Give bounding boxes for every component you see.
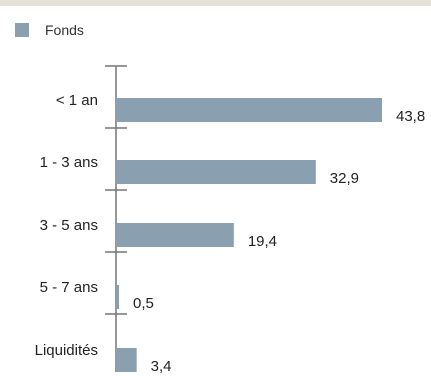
value-label: 43,8 (396, 108, 425, 125)
bar (116, 98, 382, 122)
category-label: 1 - 3 ans (40, 154, 98, 171)
bar (116, 223, 234, 247)
bar (116, 160, 316, 184)
header-strip (0, 0, 431, 6)
legend-swatch (15, 23, 29, 37)
category-label: < 1 an (56, 92, 98, 109)
bar (116, 348, 137, 372)
value-label: 3,4 (151, 358, 172, 375)
legend: Fonds (15, 20, 84, 40)
value-label: 19,4 (248, 233, 277, 250)
bar (116, 285, 120, 309)
category-label: 5 - 7 ans (40, 279, 98, 296)
legend-label-fonds: Fonds (45, 22, 84, 38)
value-label: 32,9 (330, 170, 359, 187)
category-label: Liquidités (35, 342, 98, 359)
category-label: 3 - 5 ans (40, 217, 98, 234)
value-label: 0,5 (133, 295, 154, 312)
